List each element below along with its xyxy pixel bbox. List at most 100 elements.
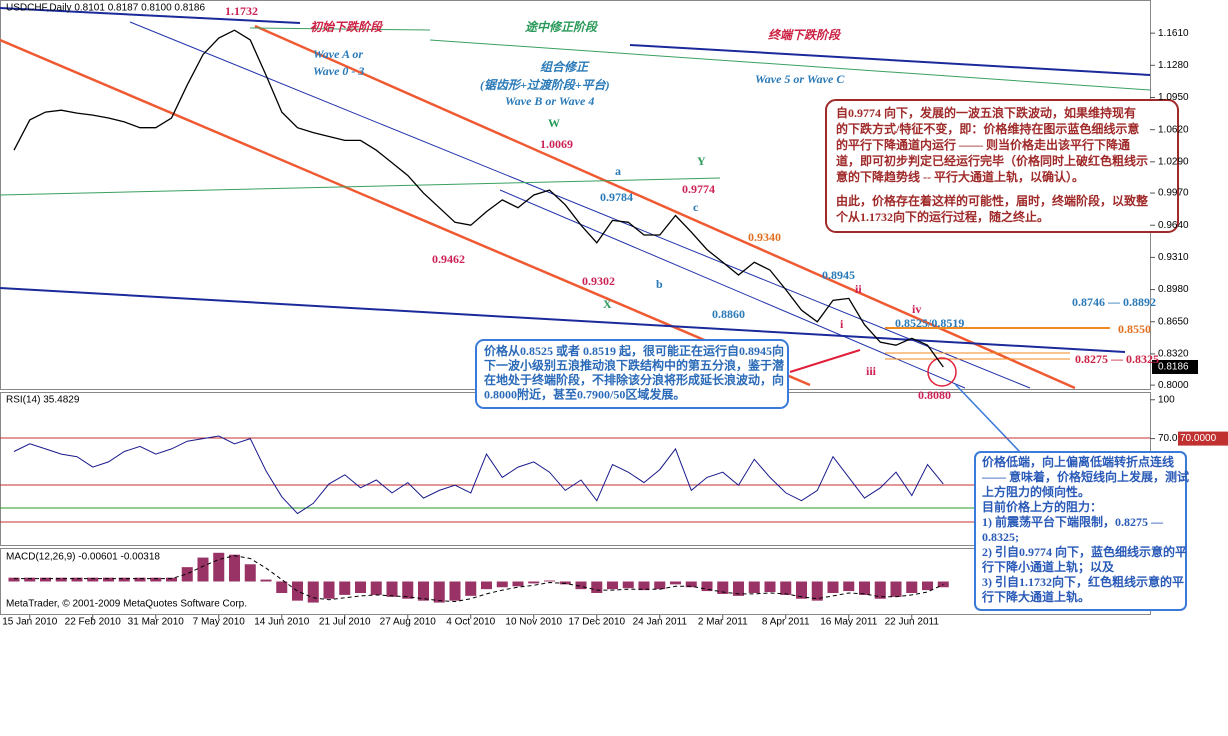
bar bbox=[386, 581, 398, 597]
bar bbox=[417, 581, 430, 601]
annotation: 0.9774 bbox=[682, 182, 715, 196]
bar bbox=[654, 581, 666, 590]
note-box bbox=[825, 99, 1179, 233]
x-tick-label: 22 Jun 2011 bbox=[885, 617, 940, 628]
bar bbox=[449, 581, 461, 601]
bar bbox=[465, 581, 477, 596]
note-text: 价格从0.8525 或者 0.8519 起，很可能正在运行自0.8945向 bbox=[484, 343, 784, 358]
annotation: 终端下跌阶段 bbox=[768, 28, 842, 42]
bar bbox=[748, 581, 760, 593]
x-tick-label: 17 Dec 2010 bbox=[568, 617, 625, 628]
note-text: 目前价格上方的阻力： bbox=[982, 499, 1102, 514]
y-tick-label: 0.8320 bbox=[1158, 349, 1189, 360]
x-tick-label: 15 Jan 2010 bbox=[2, 617, 57, 628]
line bbox=[13, 435, 944, 515]
annotation: iii bbox=[866, 364, 877, 378]
bar bbox=[197, 557, 209, 582]
bar bbox=[780, 581, 792, 595]
note-box bbox=[974, 451, 1187, 611]
bar bbox=[307, 581, 319, 603]
x-tick-label: 27 Aug 2010 bbox=[380, 617, 437, 628]
bar bbox=[165, 577, 178, 582]
note-text: —— 意味着，价格短线向上发展，测试 bbox=[981, 469, 1189, 484]
bar bbox=[87, 577, 99, 582]
annotation: 初始下跌阶段 bbox=[310, 20, 384, 34]
note-text: 行下降大通道上轨。 bbox=[981, 589, 1090, 604]
level-label: 70.0000 bbox=[1180, 433, 1217, 444]
bar bbox=[732, 581, 745, 596]
note-text: 上方阻力的倾向性。 bbox=[982, 484, 1090, 499]
bar bbox=[55, 577, 67, 582]
x-tick-label: 10 Nov 2010 bbox=[505, 617, 562, 628]
bar bbox=[606, 581, 619, 590]
bar bbox=[543, 580, 556, 582]
note-box bbox=[475, 339, 789, 409]
annotation: 组合修正 bbox=[540, 60, 590, 74]
watermark: MetaTrader, © 2001-2009 MetaQuotes Softw… bbox=[6, 599, 247, 610]
y-tick-label: 1.0620 bbox=[1158, 124, 1189, 135]
x-tick-label: 2 Mar 2011 bbox=[698, 617, 748, 628]
note-text: 行下降小通道上轨；以及 bbox=[981, 559, 1115, 574]
annotation: 0.9340 bbox=[748, 230, 781, 244]
annotation: 0.8550 bbox=[1118, 322, 1151, 336]
note-text: 的平行下降通道内运行 —— 则当价格走出该平行下降通 bbox=[836, 137, 1130, 152]
price-title: USDCHF,Daily 0.8101 0.8187 0.8100 0.8186 bbox=[6, 3, 205, 14]
line bbox=[13, 29, 944, 368]
annotation: a bbox=[615, 164, 621, 178]
last-price-box bbox=[1152, 359, 1198, 374]
annotation: 0.8860 bbox=[712, 307, 745, 321]
y-tick-label: 0.9640 bbox=[1158, 220, 1189, 231]
bar bbox=[134, 577, 146, 582]
bar bbox=[228, 554, 241, 582]
trendlines bbox=[0, 7, 1151, 523]
bar bbox=[717, 581, 729, 594]
annotation: Wave 0 - 3 bbox=[313, 64, 364, 78]
x-tick-label: 14 Jun 2010 bbox=[254, 617, 309, 628]
bar bbox=[276, 581, 288, 593]
bar bbox=[480, 581, 493, 590]
bar bbox=[370, 581, 382, 595]
note-text: 的下跌方式/特征不变，即：价格维持在图示蓝色细线示意 bbox=[836, 121, 1139, 136]
bar bbox=[921, 581, 934, 591]
bar bbox=[890, 581, 902, 597]
x-tick-label: 4 Oct 2010 bbox=[446, 617, 495, 628]
annotation: W bbox=[548, 116, 560, 130]
y-tick-label: 1.1610 bbox=[1158, 28, 1189, 39]
annotation: 1.0069 bbox=[540, 137, 573, 151]
x-tick-label: 16 May 2011 bbox=[820, 617, 878, 628]
bar bbox=[701, 581, 713, 592]
y-tick-label: 0.8650 bbox=[1158, 316, 1189, 327]
bar bbox=[24, 577, 36, 582]
bar bbox=[843, 581, 855, 592]
note-text: 0.8325; bbox=[982, 530, 1019, 544]
bar bbox=[291, 581, 304, 601]
annotation: 0.9302 bbox=[582, 274, 615, 288]
y-tick-label: 100 bbox=[1158, 394, 1175, 405]
annotation: Wave B or Wave 4 bbox=[505, 94, 594, 108]
bar bbox=[118, 577, 130, 582]
y-tick-label: 70.0000 bbox=[1158, 433, 1195, 444]
note-text: 0.8000附近，甚至0.7900/50区域发展。 bbox=[484, 386, 685, 401]
annotation: Y bbox=[697, 154, 706, 168]
bar bbox=[528, 581, 540, 584]
bar bbox=[339, 581, 351, 595]
y-tick-label: 0.9310 bbox=[1158, 252, 1189, 263]
annotation: 途中修正阶段 bbox=[525, 20, 599, 34]
y-tick-label: 0.9970 bbox=[1158, 188, 1189, 199]
bar bbox=[512, 581, 524, 587]
annotation: iv bbox=[912, 302, 921, 316]
bar bbox=[669, 581, 682, 585]
x-tick-label: 8 Apr 2011 bbox=[762, 617, 810, 628]
bar bbox=[575, 581, 587, 590]
bar bbox=[685, 581, 697, 588]
bar bbox=[39, 577, 52, 582]
bar bbox=[71, 577, 83, 582]
annotation: 1.1732 bbox=[225, 4, 258, 18]
x-tick-label: 21 Jul 2010 bbox=[319, 617, 371, 628]
bar bbox=[181, 567, 193, 582]
bar bbox=[402, 581, 414, 599]
note-text: 2) 引自0.9774 向下，蓝色细线示意的平 bbox=[982, 544, 1187, 559]
bar bbox=[858, 581, 871, 595]
line bbox=[14, 555, 944, 603]
annotation: c bbox=[693, 200, 699, 214]
